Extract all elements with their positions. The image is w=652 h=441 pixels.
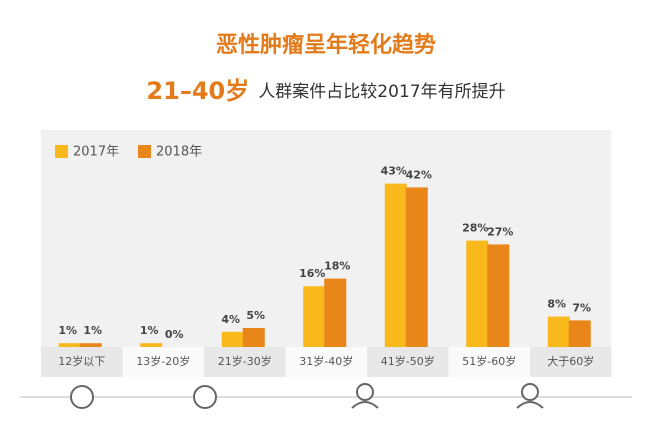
bar	[58, 343, 81, 347]
value-label: 43%	[381, 165, 407, 178]
bar	[547, 316, 570, 347]
value-label: 7%	[572, 301, 591, 314]
category-band	[204, 347, 286, 377]
x-tick-label: 41岁-50岁	[381, 354, 435, 368]
icon-adult	[356, 383, 374, 401]
category-band	[41, 347, 123, 377]
icon-child	[70, 385, 94, 409]
value-label: 1%	[140, 324, 159, 337]
value-label: 5%	[246, 309, 265, 322]
icon-senior	[521, 383, 539, 401]
x-tick-label: 21岁-30岁	[218, 354, 272, 368]
bar	[221, 331, 244, 347]
category-band	[122, 347, 204, 377]
value-label: 16%	[299, 267, 325, 280]
bar	[568, 320, 591, 347]
age-icons	[70, 383, 544, 409]
bar	[405, 187, 428, 347]
value-label: 0%	[165, 328, 184, 341]
x-tick-label: 31岁-40岁	[299, 354, 353, 368]
subtitle-highlight: 21–40岁	[146, 77, 249, 105]
value-label: 8%	[547, 298, 566, 311]
value-label: 42%	[406, 168, 432, 181]
chart-title: 恶性肿瘤呈年轻化趋势	[216, 32, 436, 58]
category-band	[530, 347, 612, 377]
value-label: 27%	[487, 225, 513, 238]
value-label: 18%	[324, 260, 350, 273]
bar	[79, 343, 102, 347]
value-label: 1%	[58, 324, 77, 337]
legend-swatch	[138, 145, 151, 158]
icon-youth	[193, 385, 217, 409]
value-label: 1%	[83, 324, 102, 337]
x-tick-label: 12岁以下	[58, 354, 105, 368]
category-band	[285, 347, 367, 377]
x-tick-label: 51岁-60岁	[462, 354, 516, 368]
icon-adult-body	[351, 401, 379, 409]
category-band	[367, 347, 449, 377]
legend-label: 2018年	[156, 145, 202, 160]
legend-swatch	[55, 145, 68, 158]
subtitle-text: 人群案件占比较2017年有所提升	[258, 82, 505, 102]
icon-senior-body	[516, 401, 544, 409]
x-tick-label: 大于60岁	[547, 354, 594, 368]
legend-label: 2017年	[73, 145, 119, 160]
chart-subtitle: 21–40岁 人群案件占比较2017年有所提升	[146, 77, 505, 105]
bar	[303, 286, 326, 347]
bar	[140, 343, 163, 347]
bar	[384, 183, 407, 347]
bar	[487, 244, 510, 347]
bar	[466, 240, 489, 347]
bar	[324, 278, 347, 347]
bar	[242, 328, 265, 347]
x-tick-label: 13岁-20岁	[136, 354, 190, 368]
category-band	[448, 347, 530, 377]
value-label: 28%	[462, 222, 488, 235]
value-label: 4%	[221, 313, 240, 326]
